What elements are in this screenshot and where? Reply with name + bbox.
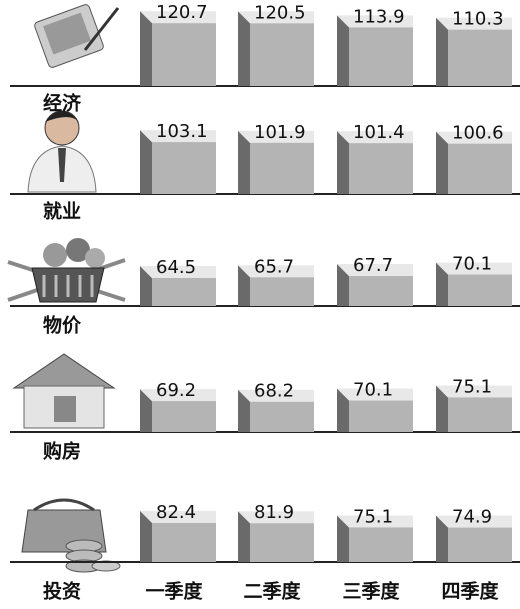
bar-side <box>337 15 349 86</box>
bar <box>152 142 216 194</box>
value-label: 120.5 <box>254 2 306 23</box>
value-label: 67.7 <box>353 255 393 276</box>
bar <box>250 143 314 194</box>
value-label: 113.9 <box>353 6 405 27</box>
value-label: 69.2 <box>156 380 196 401</box>
bar <box>250 23 314 86</box>
bar <box>448 528 512 562</box>
icon-basket <box>8 238 125 302</box>
value-label: 74.9 <box>452 507 492 528</box>
value-label: 68.2 <box>254 381 294 402</box>
bar <box>349 143 413 194</box>
icon-person <box>28 111 96 192</box>
value-label: 82.4 <box>156 502 196 523</box>
value-label: 64.5 <box>156 257 196 278</box>
bar-side <box>436 18 448 86</box>
x-tick-label: 二季度 <box>243 580 301 603</box>
bar <box>448 275 512 306</box>
row-label: 购房 <box>43 440 81 463</box>
bar <box>152 278 216 306</box>
value-label: 70.1 <box>452 254 492 275</box>
value-label: 101.9 <box>254 122 306 143</box>
bar <box>349 27 413 86</box>
bar <box>250 277 314 306</box>
value-label: 120.7 <box>156 2 208 23</box>
value-label: 110.3 <box>452 9 504 30</box>
value-label: 65.7 <box>254 256 294 277</box>
bar <box>349 276 413 306</box>
value-label: 100.6 <box>452 123 504 144</box>
icon-device <box>34 4 118 69</box>
row-label: 经济 <box>43 92 82 115</box>
value-label: 70.1 <box>353 380 393 401</box>
bar-side <box>140 11 152 86</box>
bar-side <box>238 11 250 86</box>
value-label: 75.1 <box>452 376 492 397</box>
row-label: 投资 <box>43 580 81 603</box>
bar <box>152 401 216 432</box>
bar <box>448 397 512 432</box>
bar <box>448 30 512 86</box>
row-label: 物价 <box>43 314 82 337</box>
value-label: 103.1 <box>156 121 208 142</box>
bar <box>349 401 413 432</box>
bar <box>250 523 314 562</box>
x-tick-label: 一季度 <box>145 580 203 603</box>
bar <box>250 402 314 432</box>
bar <box>152 523 216 562</box>
chart: 经济 120.7 120.5 113.9 110.3 就业 103.1 101.9 101.4 1… <box>0 0 520 605</box>
bar <box>349 527 413 562</box>
bar <box>448 144 512 194</box>
value-label: 75.1 <box>353 506 393 527</box>
bar <box>152 23 216 86</box>
value-label: 101.4 <box>353 122 405 143</box>
value-label: 81.9 <box>254 502 294 523</box>
x-tick-label: 三季度 <box>342 580 400 603</box>
icon-house <box>14 354 114 428</box>
row-label: 就业 <box>43 200 81 223</box>
x-tick-label: 四季度 <box>441 580 499 603</box>
